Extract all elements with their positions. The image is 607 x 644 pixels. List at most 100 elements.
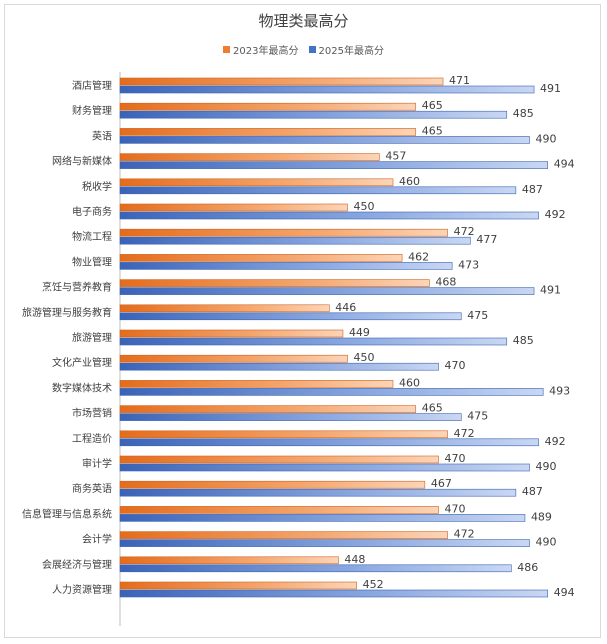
bar-2023: [119, 228, 448, 237]
legend-label-2025: 2025年最高分: [318, 46, 384, 57]
data-label-2025: 486: [517, 561, 538, 574]
bar-2025: [119, 110, 508, 119]
bar-2023: [119, 77, 444, 86]
bar-2025: [119, 362, 439, 371]
category-label: 旅游管理: [72, 331, 112, 344]
bar-2023: [119, 455, 439, 464]
data-label-2025: 475: [467, 309, 488, 322]
data-label-2023: 450: [354, 200, 375, 213]
category-label: 英语: [92, 129, 112, 142]
category-label: 市场营销: [72, 407, 112, 420]
data-label-2025: 475: [467, 410, 488, 423]
chart-title: 物理类最高分: [258, 12, 349, 30]
bar-2023: [119, 304, 330, 313]
legend-item-2025: 2025年最高分: [308, 42, 384, 57]
bar-2025: [119, 136, 530, 144]
data-label-2023: 446: [335, 301, 356, 314]
bar-2023: [119, 254, 403, 262]
data-label-2025: 492: [545, 435, 566, 448]
chart-legend: 2023年最高分 2025年最高分: [0, 42, 607, 57]
bar-2023: [119, 153, 380, 161]
category-label: 信息管理与信息系统: [22, 507, 112, 520]
bar-2025: [119, 161, 549, 169]
bar-2023: [119, 178, 394, 187]
bar-2025: [119, 589, 549, 598]
bar-2023: [119, 405, 417, 413]
data-label-2023: 472: [454, 427, 475, 440]
data-label-2023: 471: [449, 74, 470, 87]
data-label-2025: 490: [536, 536, 557, 549]
bar-2025: [119, 438, 539, 447]
data-label-2025: 491: [540, 284, 561, 297]
bar-2023: [119, 102, 417, 111]
data-label-2023: 472: [454, 225, 475, 238]
bar-2025: [119, 564, 512, 573]
bar-2025: [119, 337, 508, 346]
bar-2025: [119, 539, 530, 547]
bar-2023: [119, 480, 426, 489]
data-label-2023: 470: [445, 502, 466, 515]
bar-2023: [119, 556, 339, 565]
bar-2023: [119, 329, 344, 338]
category-label: 物业管理: [72, 255, 112, 268]
bar-2023: [119, 430, 448, 439]
data-label-2023: 448: [344, 553, 365, 566]
data-label-2025: 494: [554, 158, 575, 171]
legend-swatch-2023: [223, 46, 231, 53]
data-label-2025: 491: [540, 82, 561, 95]
category-label: 会展经济与管理: [42, 558, 112, 571]
data-label-2023: 465: [422, 124, 443, 137]
data-label-2023: 460: [399, 376, 420, 389]
category-label: 税收学: [82, 180, 112, 193]
data-label-2025: 494: [554, 586, 575, 599]
bar-2023: [119, 128, 417, 136]
category-label: 旅游管理与服务教育: [22, 306, 112, 319]
bar-2025: [119, 211, 539, 220]
data-label-2023: 467: [431, 477, 452, 490]
category-label: 审计学: [82, 457, 112, 470]
category-label: 会计学: [82, 533, 112, 546]
data-label-2025: 485: [513, 107, 534, 120]
category-label: 数字媒体技术: [52, 381, 112, 394]
bar-2025: [119, 287, 535, 295]
data-label-2025: 473: [458, 258, 479, 271]
legend-label-2023: 2023年最高分: [233, 46, 299, 57]
data-label-2023: 457: [385, 150, 406, 163]
bar-2023: [119, 354, 348, 363]
category-label: 商务英语: [72, 482, 112, 495]
category-label: 财务管理: [72, 104, 112, 117]
category-label: 电子商务: [72, 205, 112, 218]
bar-2025: [119, 463, 530, 472]
category-label: 酒店管理: [72, 79, 112, 92]
data-label-2025: 490: [536, 132, 557, 145]
bar-2023: [119, 279, 430, 287]
data-label-2023: 462: [408, 250, 429, 263]
category-label: 物流工程: [72, 230, 112, 243]
bar-2025: [119, 413, 462, 421]
category-label: 文化产业管理: [52, 356, 112, 369]
data-label-2023: 452: [363, 578, 384, 591]
data-label-2023: 450: [354, 351, 375, 364]
category-label: 网络与新媒体: [52, 155, 112, 168]
data-label-2023: 470: [445, 452, 466, 465]
bar-2023: [119, 506, 439, 514]
data-label-2025: 489: [531, 510, 552, 523]
data-label-2023: 465: [422, 402, 443, 415]
data-label-2025: 477: [476, 233, 497, 246]
category-label: 烹饪与营养教育: [42, 281, 112, 294]
legend-item-2023: 2023年最高分: [223, 42, 299, 57]
data-label-2023: 449: [349, 326, 370, 339]
bar-2023: [119, 531, 448, 539]
data-label-2023: 468: [435, 276, 456, 289]
data-label-2023: 460: [399, 175, 420, 188]
bar-2025: [119, 262, 453, 270]
bar-2025: [119, 514, 526, 522]
bar-2025: [119, 186, 517, 195]
category-label: 工程造价: [72, 432, 112, 445]
data-label-2025: 493: [549, 384, 570, 397]
legend-swatch-2025: [308, 46, 316, 53]
data-label-2025: 470: [445, 359, 466, 372]
bar-2025: [119, 85, 535, 94]
data-label-2025: 487: [522, 485, 543, 498]
